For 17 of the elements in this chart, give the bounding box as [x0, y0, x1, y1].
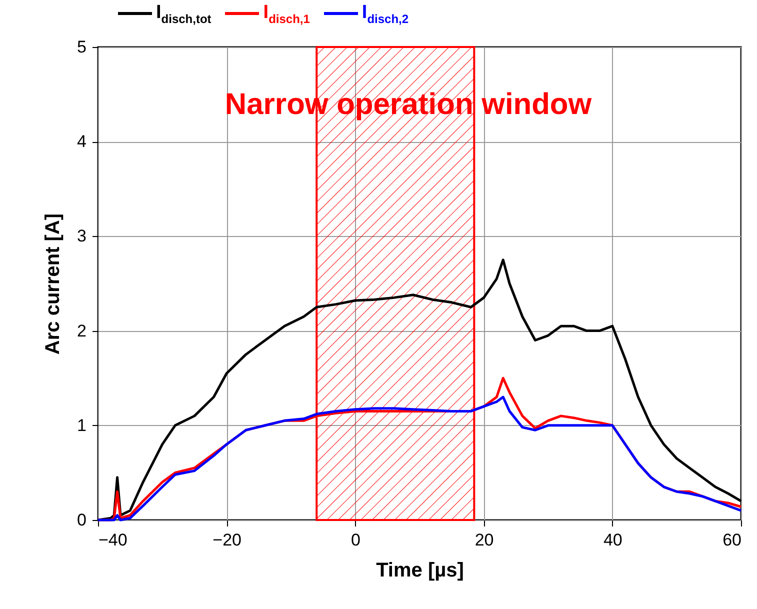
x-tick-label: 20	[474, 530, 494, 550]
y-tick-label: 0	[77, 510, 86, 530]
legend-label: I$_{disch,2}$	[362, 2, 409, 26]
y-tick-label: 2	[77, 321, 86, 340]
legend-label: I$_{disch,1}$	[263, 2, 310, 26]
y-tick-label: 1	[77, 416, 86, 435]
x-tick-label: 40	[603, 530, 622, 550]
y-tick-label: 4	[77, 132, 86, 152]
x-tick-label: 60	[722, 530, 742, 550]
x-axis-title: Time [µs]	[376, 560, 464, 582]
x-tick-label: 0	[350, 530, 360, 550]
y-tick-label: 5	[77, 38, 86, 56]
x-tick-label: −40	[98, 530, 128, 550]
y-axis-title: Arc current [A]	[42, 213, 64, 355]
legend-label: I$_{disch,tot}$	[156, 2, 212, 26]
x-tick-label: −20	[212, 530, 242, 550]
y-tick-label: 3	[77, 226, 86, 246]
